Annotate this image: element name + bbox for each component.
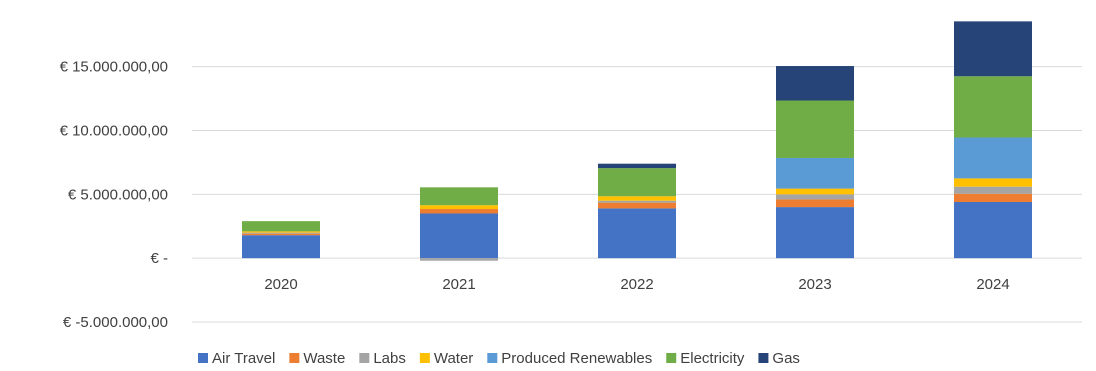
legend: Air Travel Waste Labs Water Produced Renewab…	[198, 350, 800, 367]
x-tick-label: 2021	[442, 276, 475, 293]
legend-swatch	[359, 353, 370, 363]
bar-water-2023	[776, 188, 854, 195]
bar-electricity-2024	[954, 76, 1032, 138]
bar-waste-2020	[242, 233, 320, 236]
legend-item-labs: Labs	[359, 350, 406, 367]
y-tick-label: € -	[150, 250, 168, 267]
y-tick-label: € -5.000.000,00	[63, 314, 168, 331]
y-axis-tick-labels: € -5.000.000,00 € - € 5.000.000,00 € 10.000…	[60, 59, 168, 331]
bar-gas-2024	[954, 21, 1032, 77]
y-tick-label: € 15.000.000,00	[60, 59, 168, 76]
x-axis-tick-labels: 2020 2021 2022 2023 2024	[264, 276, 1009, 293]
bar-gas-2023	[776, 66, 854, 101]
legend-item-waste: Waste	[289, 350, 345, 367]
legend-swatch	[198, 353, 208, 363]
bar-waste-2021	[420, 209, 498, 214]
x-tick-label: 2024	[976, 276, 1009, 293]
legend-item-produced-renewables: Produced Renewables	[487, 350, 652, 367]
y-tick-label: € 5.000.000,00	[68, 186, 168, 203]
x-tick-label: 2022	[620, 276, 653, 293]
bar-electricity-2021	[420, 187, 498, 206]
bar-air-travel-2021	[420, 213, 498, 259]
bar-water-2024	[954, 178, 1032, 187]
legend-label: Produced Renewables	[501, 350, 652, 367]
x-tick-label: 2020	[264, 276, 297, 293]
legend-label: Electricity	[680, 350, 745, 367]
legend-swatch	[289, 353, 300, 363]
bar-gas-2022	[598, 163, 676, 169]
bar-produced-renewables-2024	[954, 137, 1032, 179]
bar-labs-2021	[420, 258, 498, 261]
legend-swatch	[758, 353, 769, 363]
bar-labs-2020	[242, 232, 320, 234]
bar-labs-2023	[776, 194, 854, 200]
bar-water-2022	[598, 196, 676, 201]
bar-water-2020	[242, 231, 320, 233]
bar-electricity-2022	[598, 168, 676, 197]
legend-label: Gas	[772, 350, 800, 367]
bar-air-travel-2023	[776, 207, 854, 259]
bar-air-travel-2022	[598, 208, 676, 259]
bar-waste-2022	[598, 202, 676, 209]
bar-water-2021	[420, 205, 498, 210]
bar-air-travel-2020	[242, 235, 320, 259]
legend-swatch	[666, 353, 677, 363]
y-tick-label: € 10.000.000,00	[60, 123, 168, 140]
bar-labs-2022	[598, 200, 676, 203]
x-tick-label: 2023	[798, 276, 831, 293]
bar-electricity-2023	[776, 100, 854, 158]
legend-item-electricity: Electricity	[666, 350, 745, 367]
legend-label: Water	[434, 350, 473, 367]
legend-label: Labs	[373, 350, 406, 367]
bar-air-travel-2024	[954, 202, 1032, 259]
bar-waste-2024	[954, 193, 1032, 202]
bars	[242, 21, 1032, 261]
legend-item-gas: Gas	[758, 350, 800, 367]
legend-item-air-travel: Air Travel	[198, 350, 275, 367]
legend-item-water: Water	[419, 350, 473, 367]
bar-labs-2024	[954, 186, 1032, 194]
bar-electricity-2020	[242, 221, 320, 232]
legend-label: Air Travel	[212, 350, 275, 367]
legend-swatch	[419, 353, 430, 363]
legend-swatch	[487, 353, 498, 363]
bar-produced-renewables-2023	[776, 157, 854, 189]
bar-waste-2023	[776, 199, 854, 208]
legend-label: Waste	[303, 350, 345, 367]
